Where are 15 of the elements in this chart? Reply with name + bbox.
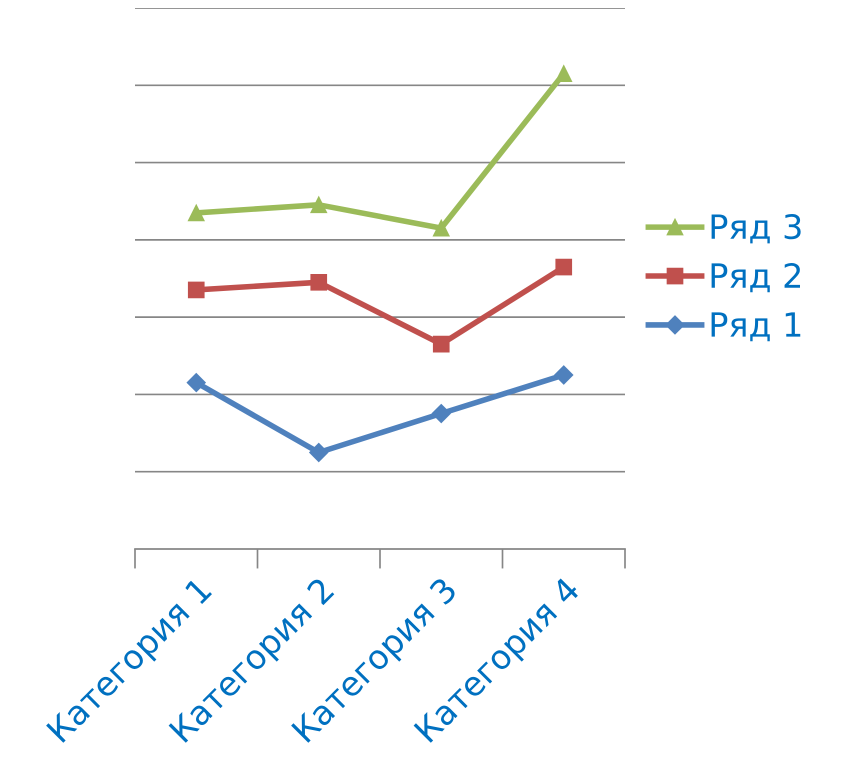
point [309, 442, 328, 462]
legend-label: Ряд 3 [712, 214, 801, 244]
legend-label: Ряд 1 [712, 312, 800, 342]
legend-label: Ряд 2 [712, 262, 800, 292]
point [188, 204, 205, 222]
point [188, 282, 205, 298]
point [310, 196, 328, 214]
point [432, 336, 450, 352]
point [555, 65, 572, 82]
point [186, 373, 206, 392]
point [432, 404, 451, 424]
point [554, 365, 574, 385]
point [555, 258, 572, 276]
point [432, 220, 450, 236]
point [310, 274, 328, 291]
